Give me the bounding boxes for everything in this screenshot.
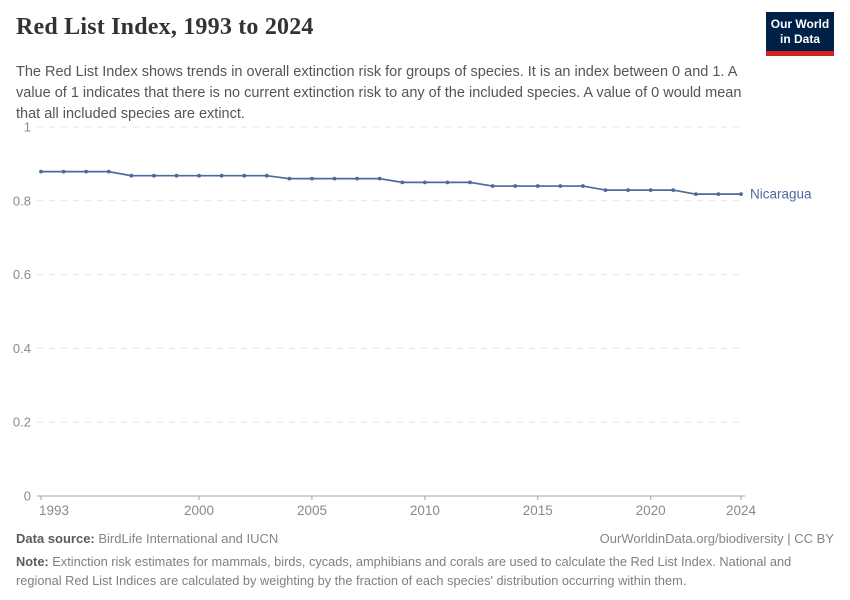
data-point[interactable] bbox=[626, 188, 630, 192]
data-point[interactable] bbox=[513, 184, 518, 188]
x-tick-label: 2000 bbox=[184, 503, 214, 518]
chart-note-text: Extinction risk estimates for mammals, b… bbox=[16, 554, 792, 588]
y-tick-label: 0.2 bbox=[13, 415, 31, 430]
data-point[interactable] bbox=[39, 169, 43, 174]
entity-label[interactable]: Nicaragua bbox=[750, 187, 812, 202]
data-point[interactable] bbox=[355, 176, 360, 181]
x-tick-label: 1993 bbox=[39, 503, 69, 518]
data-point[interactable] bbox=[310, 176, 314, 181]
x-tick-label: 2024 bbox=[726, 503, 757, 518]
chart-subtitle: The Red List Index shows trends in overa… bbox=[16, 64, 742, 123]
chart-note: Note: Extinction risk estimates for mamm… bbox=[16, 553, 834, 590]
data-point[interactable] bbox=[535, 184, 540, 188]
logo-line2: in Data bbox=[779, 32, 820, 46]
x-tick-label: 2010 bbox=[410, 503, 440, 518]
data-point[interactable] bbox=[242, 173, 247, 178]
owid-logo[interactable]: Our World in Data bbox=[766, 12, 834, 56]
data-point[interactable] bbox=[332, 176, 337, 181]
logo-line1: Our World bbox=[770, 17, 830, 31]
data-point[interactable] bbox=[264, 173, 269, 178]
data-point[interactable] bbox=[422, 180, 427, 185]
x-tick-label: 2015 bbox=[523, 503, 553, 518]
data-point[interactable] bbox=[219, 173, 224, 178]
y-tick-label: 0.4 bbox=[13, 341, 31, 356]
data-point[interactable] bbox=[558, 184, 563, 188]
data-source: Data source: BirdLife International and … bbox=[16, 531, 278, 546]
data-point[interactable] bbox=[152, 173, 156, 178]
data-point[interactable] bbox=[287, 176, 292, 181]
data-point[interactable] bbox=[61, 169, 66, 174]
data-point[interactable] bbox=[716, 192, 721, 197]
data-point[interactable] bbox=[693, 192, 698, 197]
page-title: Red List Index, 1993 to 2024 bbox=[16, 14, 314, 40]
data-point[interactable] bbox=[490, 184, 495, 188]
data-point[interactable] bbox=[648, 188, 653, 192]
data-point[interactable] bbox=[129, 173, 134, 178]
data-point[interactable] bbox=[106, 169, 111, 174]
data-point[interactable] bbox=[739, 192, 743, 197]
logo-red-strip bbox=[766, 51, 834, 56]
data-point[interactable] bbox=[603, 188, 608, 192]
data-point[interactable] bbox=[445, 180, 450, 185]
attribution-link[interactable]: OurWorldinData.org/biodiversity | CC BY bbox=[599, 531, 834, 546]
data-point[interactable] bbox=[197, 173, 201, 178]
y-tick-label: 0 bbox=[24, 489, 31, 504]
data-point[interactable] bbox=[174, 173, 179, 178]
data-point[interactable] bbox=[581, 184, 585, 188]
x-tick-label: 2020 bbox=[636, 503, 666, 518]
data-source-label: Data source: bbox=[16, 531, 95, 546]
data-point[interactable] bbox=[671, 188, 676, 192]
x-tick-label: 2005 bbox=[297, 503, 327, 518]
data-point[interactable] bbox=[468, 180, 472, 185]
data-source-text: BirdLife International and IUCN bbox=[94, 531, 279, 546]
data-point[interactable] bbox=[84, 169, 89, 174]
y-tick-label: 1 bbox=[24, 120, 31, 135]
chart-footer: Data source: BirdLife International and … bbox=[16, 531, 834, 590]
data-point[interactable] bbox=[377, 176, 382, 181]
data-point[interactable] bbox=[400, 180, 405, 185]
y-tick-label: 0.8 bbox=[13, 193, 31, 208]
chart-note-label: Note: bbox=[16, 554, 49, 569]
y-tick-label: 0.6 bbox=[13, 267, 31, 282]
series-line[interactable] bbox=[40, 170, 742, 196]
